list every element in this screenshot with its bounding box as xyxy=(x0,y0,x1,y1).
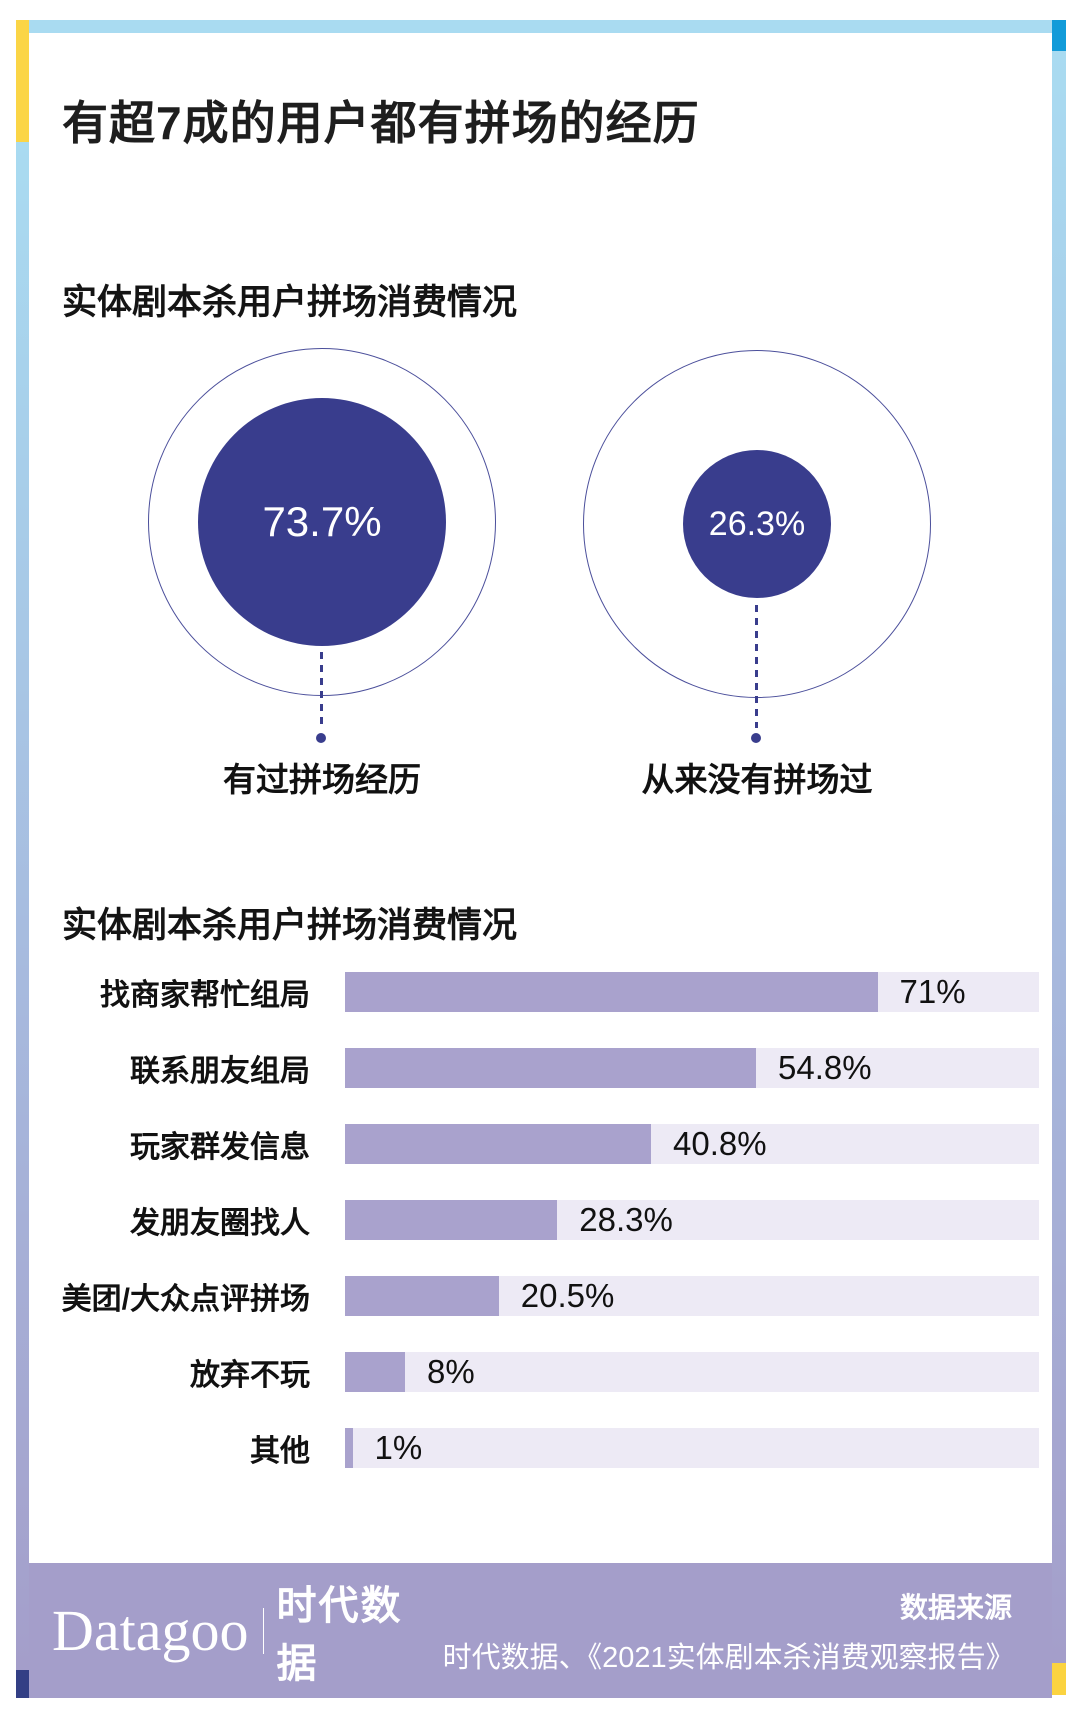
circle-value-left: 73.7% xyxy=(262,498,382,545)
filled-circle-73.7: 73.7% xyxy=(198,398,446,646)
bar-chart: 找商家帮忙组局 71% 联系朋友组局 54.8% 玩家群发信息 40.8% 发朋友圈找人 28… xyxy=(48,972,1039,1504)
bar-section-heading: 实体剧本杀用户拼场消费情况 xyxy=(62,906,518,946)
top-border-bar xyxy=(29,20,1052,33)
bar-fill xyxy=(345,972,878,1012)
circle-label-left: 有过拼场经历 xyxy=(223,761,421,798)
bar-label: 发朋友圈找人 xyxy=(130,1207,310,1240)
circle-label-right: 从来没有拼场过 xyxy=(641,761,873,798)
bar-track: 8% xyxy=(345,1352,1039,1392)
bar-track: 20.5% xyxy=(345,1276,1039,1316)
bar-value: 54.8% xyxy=(778,1049,872,1086)
leader-line-right xyxy=(755,605,758,728)
filled-circle-26.3: 26.3% xyxy=(683,450,831,598)
bar-fill xyxy=(345,1352,405,1392)
data-source-block: 数据来源 时代数据、《2021实体剧本杀消费观察报告》 xyxy=(442,1586,1015,1676)
bottom-right-corner-accent xyxy=(1052,1663,1066,1695)
circle-value-right: 26.3% xyxy=(708,504,806,543)
bar-row: 其他 1% xyxy=(48,1428,1039,1468)
logo-separator xyxy=(262,1607,265,1654)
bar-value: 40.8% xyxy=(673,1125,767,1162)
bar-fill xyxy=(345,1276,499,1316)
brand-logo: Datagoo 时代数据 xyxy=(52,1573,443,1689)
bottom-left-corner-accent xyxy=(16,1670,29,1698)
bar-row: 美团/大众点评拼场 20.5% xyxy=(48,1276,1039,1316)
bar-row: 找商家帮忙组局 71% xyxy=(48,972,1039,1012)
data-source-text: 时代数据、《2021实体剧本杀消费观察报告》 xyxy=(442,1641,1015,1674)
bar-label: 玩家群发信息 xyxy=(130,1131,310,1164)
right-border-bar xyxy=(1052,51,1066,1663)
bar-label: 其他 xyxy=(250,1435,310,1468)
bar-track: 28.3% xyxy=(345,1200,1039,1240)
leader-dot-left xyxy=(316,733,326,743)
brand-logo-chinese: 时代数据 xyxy=(276,1583,403,1686)
bar-track: 71% xyxy=(345,972,1039,1012)
left-border-yellow-accent xyxy=(16,20,29,142)
page-title: 有超7成的用户都有拼场的经历 xyxy=(62,96,700,149)
bar-track: 40.8% xyxy=(345,1124,1039,1164)
top-right-corner-accent xyxy=(1052,20,1066,51)
bar-row: 发朋友圈找人 28.3% xyxy=(48,1200,1039,1240)
brand-logo-latin: Datagoo xyxy=(52,1597,249,1663)
bar-fill xyxy=(345,1048,756,1088)
leader-line-left xyxy=(320,652,323,728)
bar-track: 1% xyxy=(345,1428,1039,1468)
footer: Datagoo 时代数据 数据来源 时代数据、《2021实体剧本杀消费观察报告》 xyxy=(29,1563,1052,1698)
bar-fill xyxy=(345,1124,651,1164)
bar-value: 8% xyxy=(427,1353,475,1390)
data-source-label: 数据来源 xyxy=(899,1591,1012,1623)
bar-value: 20.5% xyxy=(520,1277,615,1314)
donut-section-heading: 实体剧本杀用户拼场消费情况 xyxy=(62,283,518,323)
bar-fill xyxy=(345,1428,353,1468)
bar-label: 美团/大众点评拼场 xyxy=(61,1283,310,1316)
bar-value: 71% xyxy=(899,973,966,1010)
bar-label: 放弃不玩 xyxy=(190,1359,310,1392)
bar-row: 玩家群发信息 40.8% xyxy=(48,1124,1039,1164)
bar-row: 放弃不玩 8% xyxy=(48,1352,1039,1392)
left-border-bar xyxy=(16,142,29,1670)
bar-label: 联系朋友组局 xyxy=(130,1055,310,1088)
bar-value: 1% xyxy=(374,1429,423,1466)
bar-value: 28.3% xyxy=(579,1201,673,1238)
bar-row: 联系朋友组局 54.8% xyxy=(48,1048,1039,1088)
bar-label: 找商家帮忙组局 xyxy=(100,979,310,1012)
leader-dot-right xyxy=(751,733,761,743)
bar-track: 54.8% xyxy=(345,1048,1039,1088)
bar-fill xyxy=(345,1200,558,1240)
